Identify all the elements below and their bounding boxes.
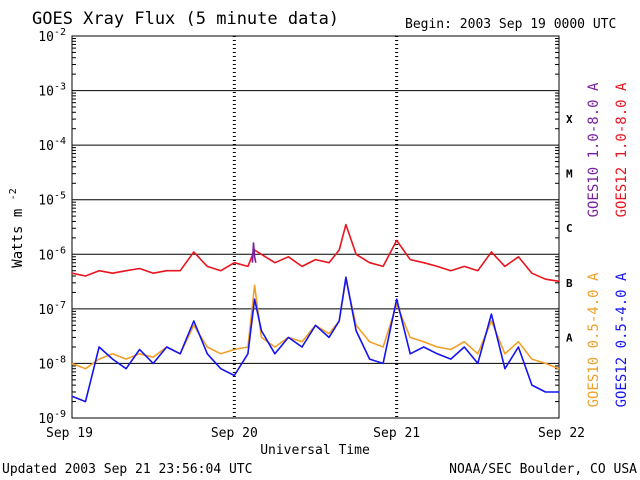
x-tick-label: Sep 21: [373, 426, 420, 441]
credit-label: NOAA/SEC Boulder, CO USA: [449, 462, 637, 477]
begin-label: Begin: 2003 Sep 19 0000 UTC: [405, 17, 616, 32]
y-axis-label: Watts m -2: [8, 188, 26, 267]
x-tick-label: Sep 19: [46, 426, 93, 441]
series-layer: [71, 223, 560, 403]
flare-class-label: A: [566, 331, 573, 344]
legend: GOES10 1.0-8.0 A GOES12 1.0-8.0 A GOES10 0…: [586, 82, 630, 407]
x-tick-labels: Sep 19 Sep 20 Sep 21 Sep 22: [46, 426, 585, 441]
x-tick-label: Sep 20: [211, 426, 258, 441]
y-tick-label: 10-7: [38, 300, 66, 318]
y-tick-label: 10-3: [38, 82, 66, 100]
flare-class-labels: X M C B A: [566, 113, 573, 344]
flare-class-label: B: [566, 277, 573, 290]
y-tick-label: 10-4: [38, 136, 66, 154]
plot-area: [71, 35, 560, 419]
legend-entry: GOES12 0.5-4.0 A: [614, 272, 630, 407]
y-tick-label: 10-2: [38, 27, 66, 45]
legend-entry: GOES10 1.0-8.0 A: [586, 82, 602, 217]
x-axis-label: Universal Time: [260, 443, 370, 458]
x-tick-label: Sep 22: [538, 426, 585, 441]
y-tick-label: 10-5: [38, 191, 66, 209]
y-tick-label: 10-6: [38, 245, 66, 263]
legend-entry: GOES12 1.0-8.0 A: [614, 82, 630, 217]
y-axis-label-text: Watts m: [10, 200, 26, 267]
flare-class-label: X: [566, 113, 573, 126]
plot-frame: [71, 35, 560, 419]
flare-class-label: C: [566, 222, 573, 235]
y-tick-label: 10-8: [38, 354, 66, 372]
flare-class-label: M: [566, 168, 573, 181]
y-tick-labels: 10-2 10-3 10-4 10-5 10-6 10-7 10-8 10-9: [38, 27, 66, 427]
grid-lines: [72, 35, 559, 419]
series-line: [71, 276, 559, 403]
series-line: [71, 223, 560, 283]
series-line: [251, 242, 257, 263]
updated-timestamp: Updated 2003 Sep 21 23:56:04 UTC: [2, 462, 252, 477]
chart-title: GOES Xray Flux (5 minute data): [32, 9, 339, 29]
legend-entry: GOES10 0.5-4.0 A: [586, 272, 602, 407]
y-axis-label-exponent: -2: [8, 188, 19, 200]
y-tick-label: 10-9: [38, 409, 66, 427]
